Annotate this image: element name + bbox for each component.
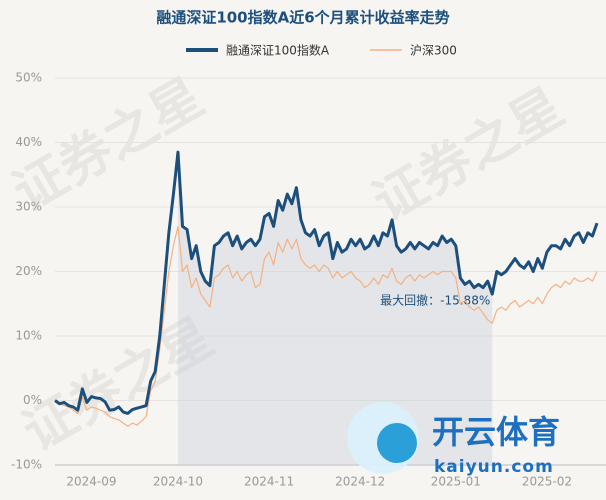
plot: -10% 0% 10% 20% 30% 40% 50% 2024-09 2024-10 2024-…: [11, 71, 606, 489]
y-tick-label: 0%: [23, 393, 42, 407]
legend-label: 融通深证100指数A: [226, 43, 330, 58]
y-tick-label: 30%: [15, 200, 42, 214]
annotation: 最大回撤：-15.88%: [380, 293, 490, 308]
logo-url: kaiyun.com: [434, 457, 554, 477]
x-tick-label: 2025-01: [431, 475, 481, 489]
logo-name: 开云体育: [432, 413, 560, 451]
watermark: 证券之星: [364, 77, 574, 233]
chart-title: 融通深证100指数A近6个月累计收益率走势: [156, 9, 449, 27]
y-tick-label: 10%: [15, 329, 42, 343]
series-line: [54, 225, 598, 427]
series-line: [54, 150, 599, 415]
x-tick-label: 2025-02: [522, 475, 572, 489]
y-tick-label: 50%: [15, 71, 42, 85]
logo-ball: [377, 423, 417, 463]
legend-label: 沪深300: [410, 44, 457, 58]
y-tick-label: -10%: [11, 458, 42, 472]
x-tick-label: 2024-09: [66, 475, 116, 489]
logo: 开云体育 kaiyun.com: [347, 402, 560, 477]
y-tick-label: 40%: [15, 135, 42, 149]
drawdown-area: [177, 152, 493, 466]
y-tick-label: 20%: [15, 264, 42, 278]
x-tick-label: 2024-10: [153, 475, 203, 489]
x-tick-label: 2024-12: [335, 475, 385, 489]
x-tick-label: 2024-11: [244, 475, 294, 489]
